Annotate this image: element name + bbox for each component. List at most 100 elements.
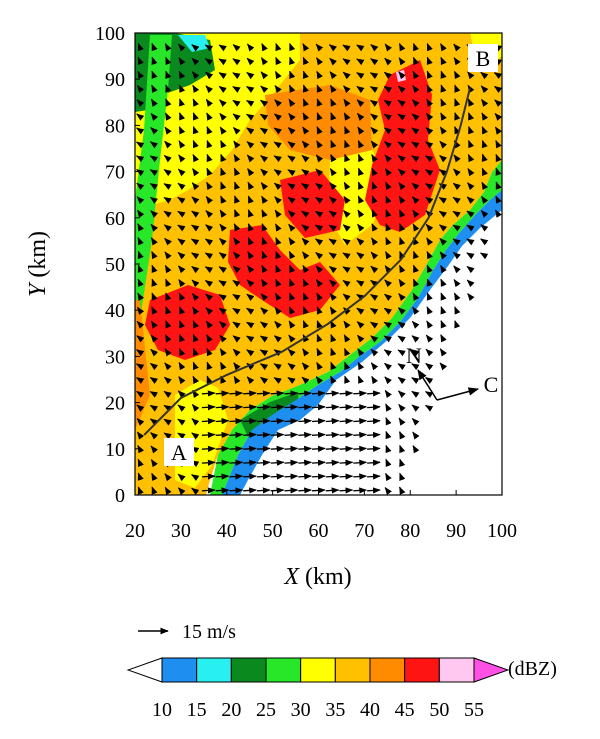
wind-vector-47 bbox=[229, 459, 244, 466]
wind-vector-598 bbox=[192, 139, 199, 149]
wind-vector-509 bbox=[452, 196, 461, 204]
wind-vector-413 bbox=[219, 237, 227, 246]
wind-vector-356 bbox=[137, 264, 144, 273]
wind-vector-266 bbox=[246, 321, 255, 329]
wind-vector-136 bbox=[311, 404, 326, 411]
wind-vector-263 bbox=[205, 320, 213, 329]
wind-vector-89 bbox=[243, 431, 257, 439]
wind-vector-654 bbox=[219, 112, 227, 121]
wind-vector-637 bbox=[357, 126, 365, 135]
y-tick-label-3: 30 bbox=[105, 346, 125, 368]
wind-vector-169 bbox=[163, 376, 172, 385]
wind-vector-408 bbox=[150, 237, 158, 246]
wind-vector-506 bbox=[411, 196, 420, 205]
wind-vector-45 bbox=[201, 459, 216, 466]
wind-vector-304 bbox=[440, 306, 447, 315]
wind-vector-379 bbox=[453, 265, 461, 274]
wind-vector-704 bbox=[165, 84, 172, 93]
wind-vector-721 bbox=[397, 85, 406, 94]
wind-vector-244 bbox=[259, 335, 269, 343]
wind-vector-58 bbox=[385, 458, 392, 468]
wind-vector-452 bbox=[399, 223, 406, 232]
wind-vector-602 bbox=[246, 141, 255, 149]
y-tick-label-4: 40 bbox=[105, 300, 125, 322]
wind-vector-194 bbox=[206, 361, 213, 371]
wind-vector-223 bbox=[287, 348, 296, 357]
wind-vector-31 bbox=[284, 473, 299, 480]
wind-vector-76 bbox=[353, 445, 368, 452]
wind-vector-195 bbox=[220, 361, 227, 371]
wind-vector-702 bbox=[136, 84, 145, 94]
label-b-box: B bbox=[468, 44, 498, 72]
wind-vector-248 bbox=[316, 333, 323, 343]
wind-vector-524 bbox=[287, 183, 296, 190]
wind-vector-327 bbox=[426, 292, 433, 301]
wind-vector-642 bbox=[425, 127, 434, 135]
wind-vector-498 bbox=[301, 196, 310, 204]
wind-vector-334 bbox=[178, 278, 186, 288]
wind-vector-747 bbox=[383, 71, 392, 80]
wind-vector-560 bbox=[411, 169, 420, 177]
wind-vector-634 bbox=[316, 126, 323, 135]
wind-vector-448 bbox=[342, 224, 351, 232]
wind-vector-434 bbox=[150, 223, 159, 232]
wind-vector-311 bbox=[205, 293, 214, 301]
wind-vector-663 bbox=[343, 112, 351, 121]
wind-vector-504 bbox=[385, 195, 392, 204]
wind-vector-651 bbox=[178, 112, 186, 121]
wind-vector-758 bbox=[165, 56, 172, 66]
wind-vector-476 bbox=[371, 209, 378, 218]
wind-vector-624 bbox=[178, 126, 186, 135]
wind-vector-583 bbox=[357, 153, 365, 163]
wind-vector-307 bbox=[151, 292, 158, 301]
wind-vector-373 bbox=[370, 265, 379, 274]
wind-vector-271 bbox=[316, 320, 323, 329]
echo-45dbz-center bbox=[228, 225, 340, 318]
wind-vector-610 bbox=[357, 139, 365, 149]
wind-vector-317 bbox=[289, 292, 296, 301]
wind-vector-286 bbox=[192, 306, 200, 315]
wind-vector-740 bbox=[289, 70, 296, 79]
wind-vector-552 bbox=[301, 169, 310, 177]
wind-vector-38 bbox=[385, 472, 392, 482]
wind-vector-116 bbox=[325, 418, 340, 425]
wind-vector-554 bbox=[329, 168, 337, 177]
wind-vector-158 bbox=[311, 390, 326, 397]
wind-vector-771 bbox=[342, 58, 351, 66]
wind-vector-650 bbox=[164, 112, 172, 121]
wind-vector-495 bbox=[261, 195, 268, 204]
wind-vector-722 bbox=[412, 84, 420, 94]
wind-vector-757 bbox=[151, 56, 158, 66]
wind-vector-287 bbox=[205, 307, 214, 315]
wind-vector-414 bbox=[233, 237, 241, 246]
wind-vector-567 bbox=[135, 155, 145, 163]
wind-vector-193 bbox=[192, 361, 199, 371]
wind-vector-519 bbox=[220, 181, 227, 190]
wind-vector-191 bbox=[164, 362, 172, 371]
wind-vector-603 bbox=[259, 141, 269, 149]
wind-vector-131 bbox=[243, 404, 257, 411]
wind-vector-256 bbox=[425, 334, 434, 343]
wind-vector-548 bbox=[247, 168, 255, 177]
wind-vector-706 bbox=[192, 84, 200, 94]
wind-vector-364 bbox=[247, 265, 255, 274]
wind-vector-105 bbox=[177, 418, 186, 426]
wind-vector-632 bbox=[287, 127, 296, 135]
wind-vector-555 bbox=[344, 167, 351, 177]
wind-vector-46 bbox=[215, 459, 230, 466]
wind-vector-201 bbox=[301, 362, 310, 371]
wind-vector-588 bbox=[424, 155, 434, 163]
wind-vector-239 bbox=[192, 333, 199, 343]
wind-vector-802 bbox=[398, 43, 406, 52]
wind-vector-755 bbox=[493, 72, 502, 80]
wind-vector-86 bbox=[201, 431, 216, 439]
wind-vector-738 bbox=[260, 71, 269, 80]
wind-vector-92 bbox=[284, 431, 299, 439]
wind-vector-653 bbox=[206, 112, 213, 121]
wind-vector-156 bbox=[284, 390, 299, 397]
wind-vector-687 bbox=[302, 98, 310, 107]
wind-vector-81 bbox=[136, 431, 145, 440]
wind-vector-135 bbox=[298, 404, 312, 411]
wind-vector-457 bbox=[466, 224, 475, 232]
wind-vector-429 bbox=[439, 237, 448, 246]
